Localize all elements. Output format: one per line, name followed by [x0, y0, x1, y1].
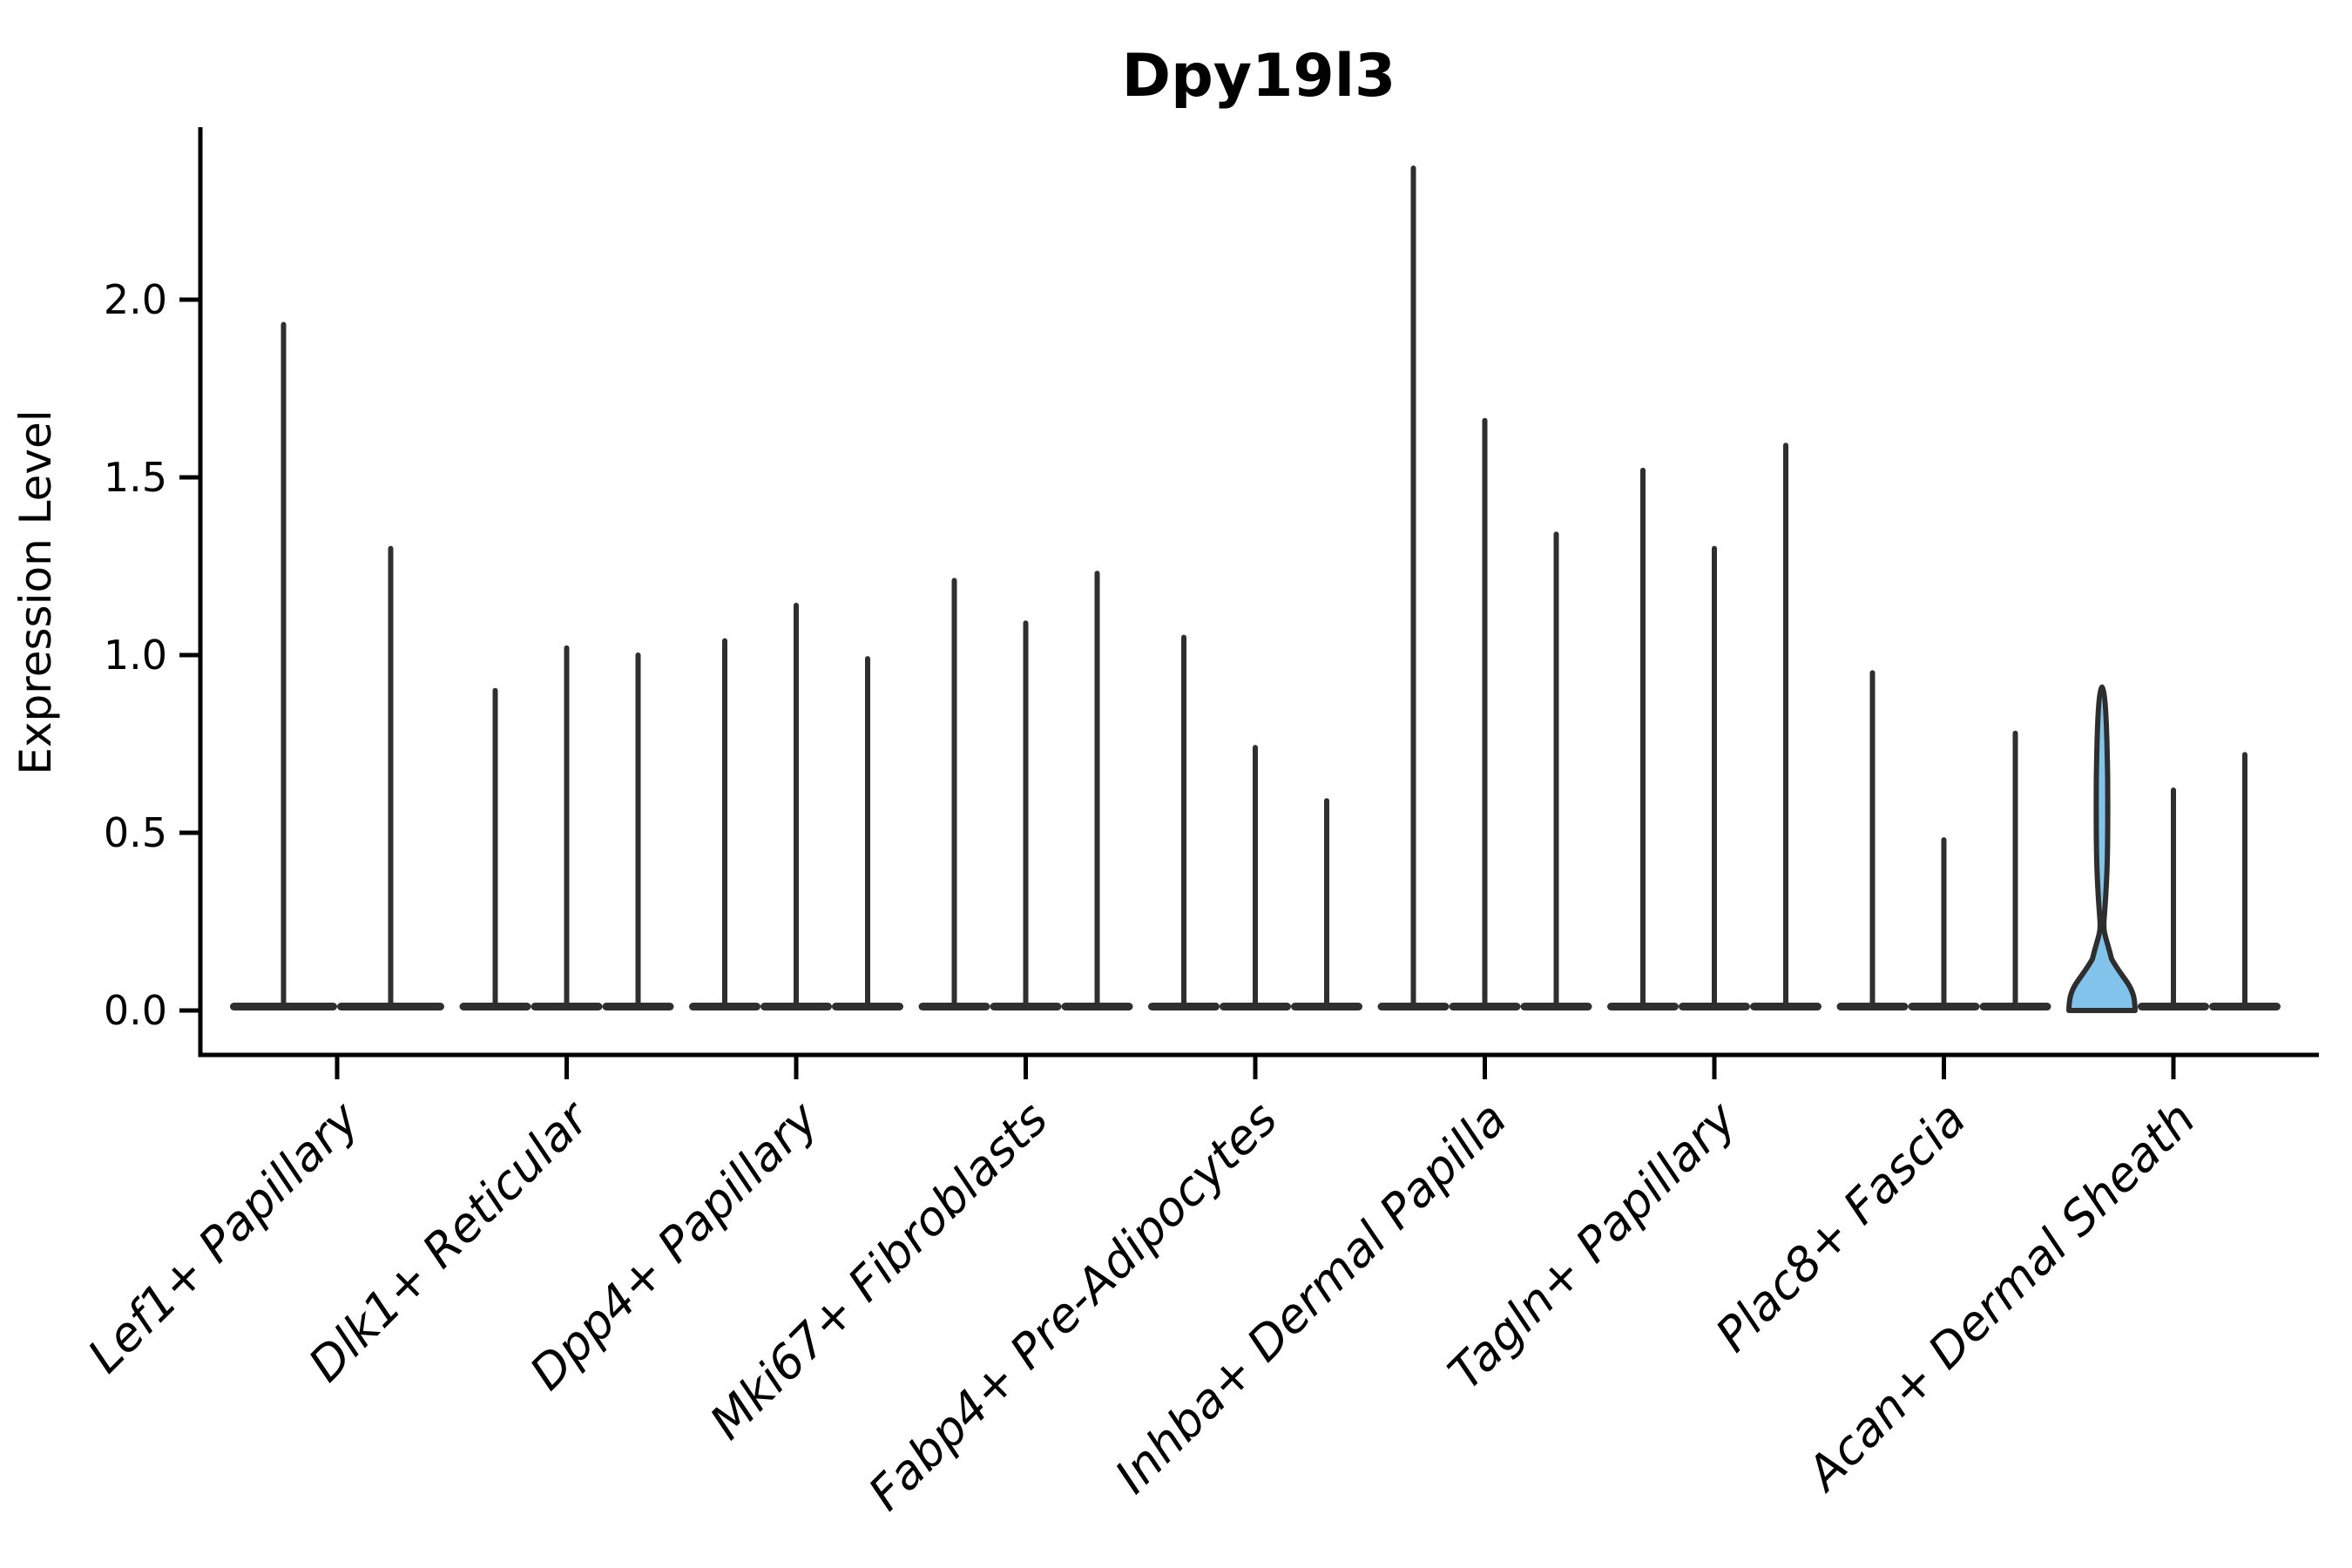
- y-tick-label: 0.5: [104, 809, 167, 856]
- y-tick-label: 0.0: [104, 987, 167, 1034]
- chart-title: Dpy19l3: [1122, 42, 1396, 111]
- y-tick-label: 2.0: [104, 276, 167, 323]
- axes-spines: [198, 127, 2319, 1058]
- violins-layer: [230, 166, 2281, 1013]
- y-axis-label: Expression Level: [10, 409, 61, 774]
- y-axis: 0.0 0.5 1.0 1.5 2.0: [104, 276, 200, 1034]
- y-tick-label: 1.0: [104, 632, 167, 679]
- highlight-violin: [2066, 684, 2138, 1013]
- y-tick-label: 1.5: [104, 454, 167, 501]
